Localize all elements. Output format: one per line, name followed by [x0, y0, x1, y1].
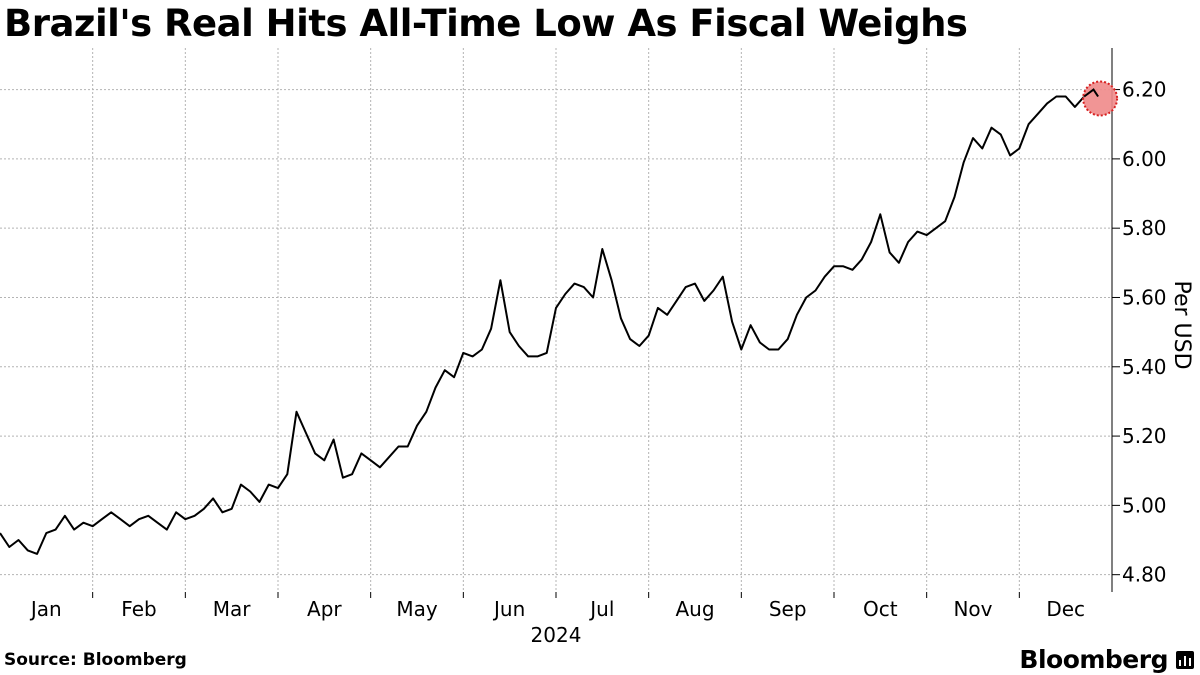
chart-title: Brazil's Real Hits All-Time Low As Fisca…: [4, 2, 968, 45]
x-tick-label: Apr: [307, 597, 342, 621]
grid-lines: [0, 48, 1112, 592]
x-tick-label: May: [396, 597, 438, 621]
x-axis-year-label: 2024: [531, 623, 582, 647]
y-tick-label: 5.80: [1122, 216, 1167, 240]
source-note: Source: Bloomberg: [4, 650, 187, 670]
x-tick-label: Aug: [675, 597, 714, 621]
x-tick-label: Feb: [121, 597, 156, 621]
y-tick-label: 5.60: [1122, 285, 1167, 309]
x-tick-label: Jul: [588, 597, 614, 621]
x-tick-label: Jun: [492, 597, 525, 621]
y-tick-labels: 4.80 5.00 5.20 5.40 5.60 5.80 6.00 6.20: [1122, 78, 1167, 587]
x-tick-label: Nov: [953, 597, 992, 621]
x-tick-label: Jan: [29, 597, 62, 621]
y-tick-label: 5.00: [1122, 493, 1167, 517]
y-axis-label: Per USD: [1169, 280, 1194, 369]
y-tick-label: 6.00: [1122, 147, 1167, 171]
highlight-marker: [1082, 80, 1119, 117]
series-line-usd-brl: [0, 88, 1099, 555]
bloomberg-terminal-icon: [1176, 651, 1194, 669]
bloomberg-logo: Bloomberg: [1019, 645, 1168, 674]
x-tick-labels: Jan Feb Mar Apr May Jun Jul Aug Sep Oct Nov Dec: [29, 597, 1085, 621]
y-tick-label: 5.20: [1122, 424, 1167, 448]
highlight-group: [1082, 80, 1119, 117]
axes: [92, 48, 1120, 598]
series-line-tail: [1083, 88, 1099, 98]
y-tick-label: 6.20: [1122, 78, 1167, 102]
x-tick-label: Oct: [863, 597, 898, 621]
series-group: [0, 88, 1099, 555]
x-tick-label: Mar: [213, 597, 252, 621]
x-tick-label: Sep: [769, 597, 807, 621]
x-tick-label: Dec: [1046, 597, 1085, 621]
y-tick-label: 5.40: [1122, 355, 1167, 379]
y-tick-label: 4.80: [1122, 563, 1167, 587]
